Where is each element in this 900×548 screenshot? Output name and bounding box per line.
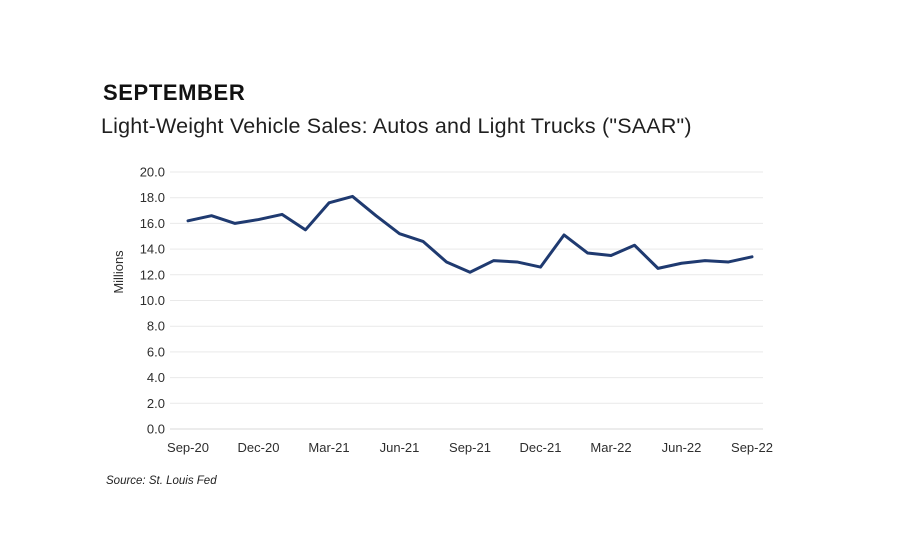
page-kicker: SEPTEMBER xyxy=(103,80,246,105)
y-tick-label: 18.0 xyxy=(140,190,165,205)
sales-line-series xyxy=(186,194,754,274)
y-tick-label: 8.0 xyxy=(147,319,165,334)
x-tick-label: Dec-21 xyxy=(520,440,562,455)
y-tick-label: 0.0 xyxy=(147,422,165,437)
x-tick-label: Mar-22 xyxy=(590,440,631,455)
y-tick-label: 14.0 xyxy=(140,242,165,257)
chart-title: Light-Weight Vehicle Sales: Autos and Li… xyxy=(101,114,692,138)
y-tick-label: 6.0 xyxy=(147,344,165,359)
y-tick-label: 4.0 xyxy=(147,370,165,385)
y-tick-label: 20.0 xyxy=(140,165,165,180)
y-tick-label: 10.0 xyxy=(140,293,165,308)
x-tick-label: Sep-22 xyxy=(731,440,773,455)
y-tick-label: 16.0 xyxy=(140,216,165,231)
x-tick-label: Mar-21 xyxy=(308,440,349,455)
x-tick-label: Jun-22 xyxy=(662,440,702,455)
y-tick-label: 2.0 xyxy=(147,396,165,411)
y-axis-title: Millions xyxy=(111,250,126,294)
x-tick-label: Sep-20 xyxy=(167,440,209,455)
source-note: Source: St. Louis Fed xyxy=(106,475,217,487)
x-tick-label: Sep-21 xyxy=(449,440,491,455)
x-tick-label: Jun-21 xyxy=(380,440,420,455)
x-tick-label: Dec-20 xyxy=(238,440,280,455)
y-tick-label: 12.0 xyxy=(140,267,165,282)
